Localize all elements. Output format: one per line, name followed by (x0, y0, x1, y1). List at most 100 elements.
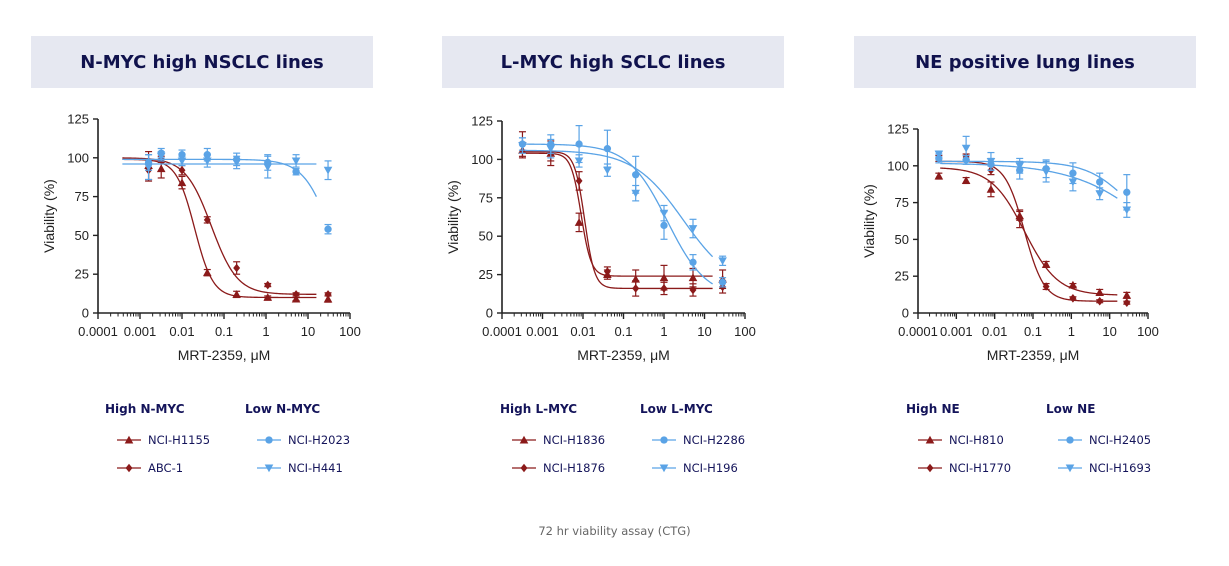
data-point (575, 176, 583, 186)
y-tick-label: 100 (887, 158, 909, 173)
data-point (1123, 298, 1131, 307)
x-tick-label: 0.0001 (898, 324, 938, 339)
data-point (232, 290, 241, 298)
legend-marker (659, 464, 669, 473)
legend-swatch (512, 435, 536, 444)
x-tick-label: 0.1 (614, 324, 632, 339)
data-point (232, 159, 241, 167)
data-point (202, 157, 212, 166)
x-tick-label: 100 (339, 324, 361, 339)
data-point (961, 144, 971, 153)
data-point (546, 145, 556, 153)
x-tick-label: 10 (1102, 324, 1116, 339)
legend-swatch (918, 435, 942, 444)
x-axis-label: MRT-2359, μM (987, 347, 1080, 363)
legend-label: NCI-H196 (683, 461, 738, 475)
x-axis-label: MRT-2359, μM (577, 347, 670, 363)
data-point (1068, 178, 1078, 187)
legend-marker (519, 435, 529, 444)
chart-ne-positive: 0 25 50 75 100 125 0.0001 0.001 0.01 0.1 1 10 100 MRT… (861, 122, 1159, 364)
data-point (202, 268, 212, 277)
x-tick-label: 1 (262, 324, 269, 339)
legend-marker (125, 463, 133, 473)
data-point (1069, 293, 1077, 303)
y-axis-label: Viability (%) (861, 184, 877, 258)
data-point (632, 171, 640, 179)
data-point (177, 178, 187, 187)
data-point (718, 278, 727, 286)
legend-marker (265, 436, 273, 444)
y-axis-label: Viability (%) (41, 179, 57, 253)
x-tick-label: 0.001 (940, 324, 973, 339)
legend-low-header: Low L-MYC (640, 402, 713, 416)
y-tick-label: 0 (486, 306, 493, 321)
legend-label: NCI-H1155 (148, 433, 211, 447)
legend-marker (264, 464, 274, 473)
data-point (660, 221, 668, 230)
data-point (688, 273, 698, 282)
y-tick-label: 0 (902, 306, 909, 321)
data-point (233, 263, 241, 273)
data-point (986, 157, 996, 166)
fit-curve (940, 160, 1118, 192)
legend-label: NCI-H2023 (288, 433, 351, 447)
fit-curve (122, 157, 317, 295)
legend-swatch (652, 436, 676, 444)
y-tick-label: 25 (895, 269, 909, 284)
series-nci-h441 (122, 150, 333, 181)
legend-swatch (257, 436, 281, 444)
legend-label: NCI-H1876 (543, 461, 606, 475)
fit-curve (940, 167, 1118, 296)
data-point (986, 185, 996, 193)
legend-marker (925, 435, 935, 444)
data-point (574, 218, 584, 226)
legend-nmyc: High N-MYC Low N-MYC NCI-H1155 ABC-1 NCI-H20… (105, 402, 465, 482)
fit-curve (525, 143, 713, 285)
chart-nmyc-nsclc: 0 25 50 75 100 125 0.0001 0.001 0.01 0.1 1 10 100 MRT… (41, 112, 361, 364)
legend-marker (926, 463, 934, 473)
x-tick-label: 100 (734, 324, 756, 339)
data-point (603, 144, 612, 153)
data-point (934, 150, 944, 159)
x-tick-label: 0.1 (215, 324, 233, 339)
x-tick-label: 0.01 (570, 324, 595, 339)
legend-swatch (918, 463, 942, 473)
y-tick-label: 125 (471, 114, 493, 129)
data-point (718, 257, 727, 266)
legend-swatch (117, 463, 141, 473)
data-point (1068, 280, 1078, 289)
x-tick-label: 1 (1068, 324, 1075, 339)
legend-marker (1066, 436, 1074, 444)
x-tick-label: 0.001 (124, 324, 157, 339)
data-point (323, 166, 333, 175)
data-point (689, 258, 697, 266)
data-point (203, 215, 211, 225)
series-nci-h1770 (935, 152, 1131, 307)
data-point (291, 157, 301, 166)
fit-curve (122, 158, 317, 299)
legend-lmyc: High L-MYC Low L-MYC NCI-H1836 NCI-H1876 NCI… (500, 402, 860, 482)
legend-swatch (1058, 436, 1082, 444)
data-point (178, 165, 186, 175)
legend-label: NCI-H1770 (949, 461, 1012, 475)
series-nci-h810 (934, 167, 1132, 299)
data-point (632, 284, 640, 293)
x-tick-label: 0.0001 (78, 324, 118, 339)
fit-curve (525, 152, 713, 277)
legend-label: NCI-H1693 (1089, 461, 1152, 475)
fit-curve (940, 162, 1118, 199)
legend-label: NCI-H441 (288, 461, 343, 475)
legend-swatch (652, 464, 676, 473)
data-point (1041, 260, 1051, 268)
data-point (177, 157, 187, 166)
y-tick-label: 50 (895, 232, 909, 247)
fit-curve (525, 151, 713, 290)
data-point (575, 140, 583, 148)
panel-title-1: N-MYC high NSCLC lines (31, 36, 373, 88)
legend-ne: High NE Low NE NCI-H810 NCI-H1770 NCI-H2405 N… (906, 402, 1229, 482)
y-tick-label: 75 (895, 195, 909, 210)
legend-swatch (1058, 464, 1082, 473)
legend-label: NCI-H1836 (543, 433, 606, 447)
data-point (1096, 178, 1104, 186)
y-tick-label: 125 (67, 112, 89, 127)
